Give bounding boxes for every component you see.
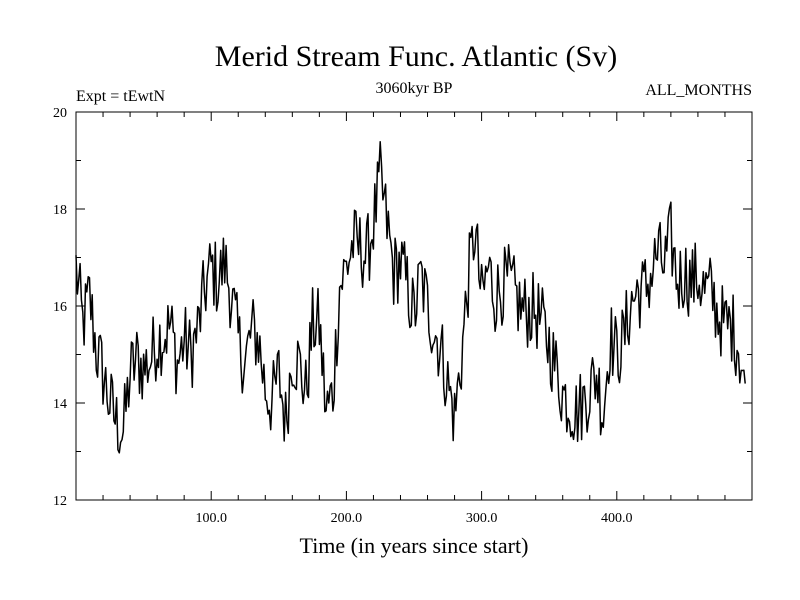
x-axis-label: Time (in years since start)	[300, 533, 529, 558]
y-axis-ticks	[76, 160, 752, 452]
x-tick-label: 300.0	[466, 511, 498, 526]
y-tick-label: 12	[53, 494, 67, 509]
months-label: ALL_MONTHS	[645, 82, 752, 99]
y-tick-label: 14	[53, 397, 67, 412]
x-axis-tick-labels: 100.0 200.0 300.0 400.0	[195, 511, 632, 526]
x-tick-label: 200.0	[331, 511, 363, 526]
chart-title: Merid Stream Func. Atlantic (Sv)	[215, 40, 617, 73]
x-tick-label: 400.0	[601, 511, 633, 526]
series-line	[75, 141, 746, 454]
period-label: 3060kyr BP	[376, 80, 453, 97]
y-tick-label: 20	[53, 106, 67, 121]
experiment-label: Expt = tEwtN	[76, 88, 165, 105]
x-axis-ticks	[102, 112, 726, 500]
y-tick-label: 18	[53, 203, 67, 218]
y-axis-tick-labels: 12 14 16 18 20	[53, 106, 67, 509]
y-tick-label: 16	[53, 300, 67, 315]
x-tick-label: 100.0	[195, 511, 227, 526]
